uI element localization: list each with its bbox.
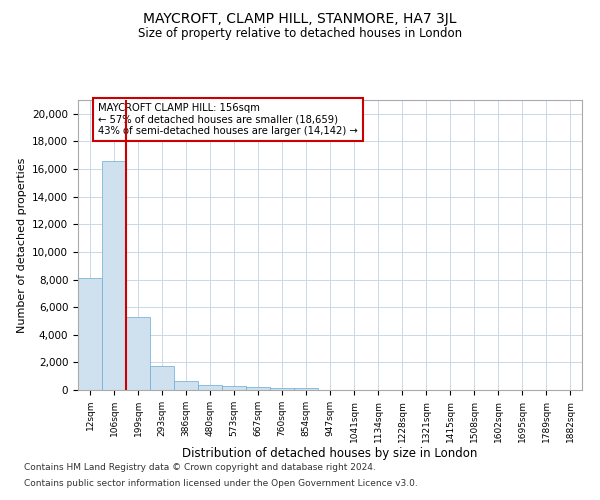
- Text: Contains public sector information licensed under the Open Government Licence v3: Contains public sector information licen…: [24, 478, 418, 488]
- Bar: [126, 317, 150, 390]
- Bar: [270, 388, 294, 390]
- Bar: [246, 387, 270, 390]
- Text: MAYCROFT, CLAMP HILL, STANMORE, HA7 3JL: MAYCROFT, CLAMP HILL, STANMORE, HA7 3JL: [143, 12, 457, 26]
- Bar: [294, 388, 318, 390]
- Bar: [78, 278, 102, 390]
- Bar: [174, 381, 198, 390]
- Y-axis label: Number of detached properties: Number of detached properties: [17, 158, 26, 332]
- Text: Contains HM Land Registry data © Crown copyright and database right 2024.: Contains HM Land Registry data © Crown c…: [24, 464, 376, 472]
- Bar: [150, 366, 174, 390]
- X-axis label: Distribution of detached houses by size in London: Distribution of detached houses by size …: [182, 448, 478, 460]
- Text: Size of property relative to detached houses in London: Size of property relative to detached ho…: [138, 28, 462, 40]
- Bar: [102, 161, 126, 390]
- Bar: [222, 386, 246, 390]
- Text: MAYCROFT CLAMP HILL: 156sqm
← 57% of detached houses are smaller (18,659)
43% of: MAYCROFT CLAMP HILL: 156sqm ← 57% of det…: [98, 103, 358, 136]
- Bar: [198, 385, 222, 390]
